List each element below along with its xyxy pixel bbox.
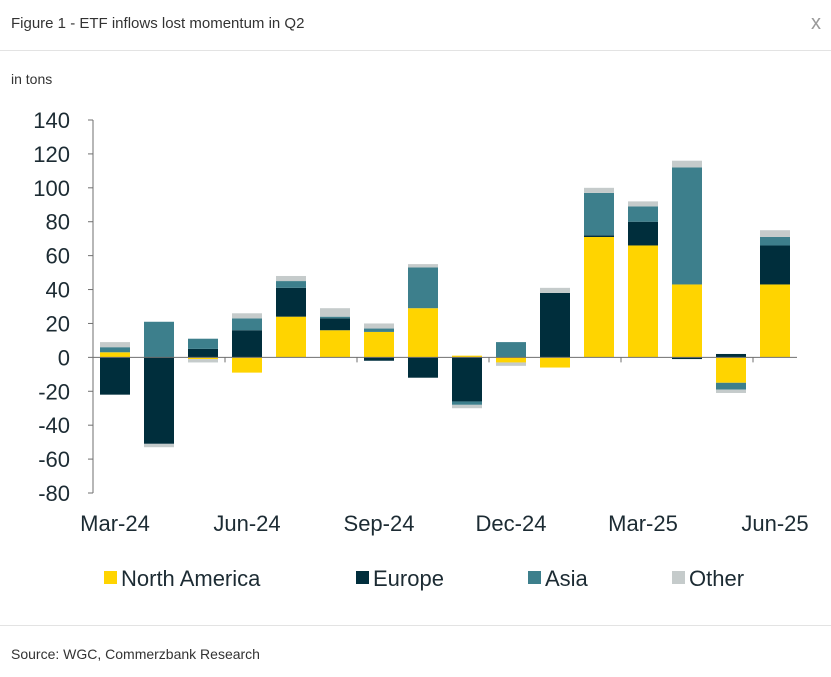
bar-segment — [364, 357, 394, 361]
bar-segment — [452, 355, 482, 358]
close-icon[interactable]: x — [811, 12, 821, 34]
bar-segment — [760, 236, 790, 246]
bar-segment — [232, 313, 262, 319]
legend-label: Asia — [545, 566, 589, 591]
bar-segment — [144, 357, 174, 444]
bar-segment — [408, 357, 438, 378]
bar-segment — [276, 275, 306, 282]
bar-segment — [760, 230, 790, 237]
y-tick-label: 120 — [33, 142, 70, 167]
legend-swatch — [672, 571, 685, 584]
bar-segment — [276, 316, 306, 358]
bar-segment — [364, 331, 394, 358]
y-tick-label: 80 — [46, 210, 70, 235]
y-tick-label: 100 — [33, 176, 70, 201]
bar-segment — [672, 284, 702, 358]
axes — [92, 120, 797, 493]
bar-segment — [188, 359, 218, 363]
bar-segment — [628, 245, 658, 358]
bar-segment — [584, 236, 614, 358]
bar-segment — [496, 357, 526, 363]
bar-segment — [760, 284, 790, 358]
bar-segment — [716, 353, 746, 358]
legend-swatch — [104, 571, 117, 584]
bar-segment — [276, 287, 306, 317]
y-tick-label: -40 — [38, 413, 70, 438]
bar-segment — [232, 330, 262, 358]
figure-title: Figure 1 - ETF inflows lost momentum in … — [11, 15, 305, 32]
x-tick-label: Dec-24 — [476, 511, 547, 536]
bar-segment — [716, 389, 746, 393]
y-axis: 140 120 100 80 60 40 20 0 -20 -40 -60 -80 — [33, 108, 93, 506]
legend-label: Other — [689, 566, 744, 591]
bar-segment — [188, 338, 218, 349]
bar-segment — [584, 187, 614, 193]
x-tick-label: Jun-25 — [741, 511, 808, 536]
source-note: Source: WGC, Commerzbank Research — [11, 646, 260, 662]
bar-segment — [716, 382, 746, 390]
bar-segment — [716, 357, 746, 383]
legend-label: North America — [121, 566, 261, 591]
bar-segment — [364, 323, 394, 329]
bar-segment — [100, 342, 130, 348]
bar-segment — [672, 160, 702, 168]
bar-segment — [628, 206, 658, 222]
unit-label: in tons — [11, 71, 53, 87]
figure-header: Figure 1 - ETF inflows lost momentum in … — [0, 0, 831, 51]
bar-segment — [584, 192, 614, 236]
legend-swatch — [528, 571, 541, 584]
x-axis: Mar-24 Jun-24 Sep-24 Dec-24 Mar-25 Jun-25 — [80, 511, 808, 536]
y-tick-label: 40 — [46, 278, 70, 303]
y-tick-label: -60 — [38, 447, 70, 472]
bar-segment — [100, 352, 130, 358]
x-tick-label: Mar-25 — [608, 511, 678, 536]
bar-segment — [584, 235, 614, 237]
bar-segment — [540, 287, 570, 293]
y-tick-label: -80 — [38, 481, 70, 506]
etf-flows-chart: 140 120 100 80 60 40 20 0 -20 -40 -60 -80 Mar-24 Jun… — [33, 108, 808, 591]
bar-segment — [628, 221, 658, 246]
bar-segment — [320, 308, 350, 317]
bar-segment — [496, 362, 526, 366]
legend: North America Europe Asia Other — [104, 566, 744, 591]
bar-segment — [408, 267, 438, 309]
bar-segment — [672, 357, 702, 360]
legend-swatch — [356, 571, 369, 584]
bar-segment — [232, 357, 262, 373]
bar-segment — [144, 321, 174, 358]
bar-segment — [320, 330, 350, 358]
bar-segment — [672, 167, 702, 285]
bar-segment — [320, 318, 350, 331]
bar-segment — [100, 347, 130, 353]
bar-segment — [540, 357, 570, 368]
bar-segment — [760, 245, 790, 285]
y-tick-label: -20 — [38, 379, 70, 404]
bar-segment — [408, 264, 438, 268]
y-tick-label: 140 — [33, 108, 70, 133]
bar-segment — [188, 357, 218, 360]
bar-segment — [540, 292, 570, 358]
y-tick-label: 20 — [46, 311, 70, 336]
bar-segment — [452, 401, 482, 405]
x-tick-label: Sep-24 — [344, 511, 415, 536]
x-tick-label: Jun-24 — [213, 511, 280, 536]
bar-segment — [276, 281, 306, 288]
bar-segment — [320, 316, 350, 319]
bar-segment — [144, 443, 174, 448]
y-tick-label: 60 — [46, 244, 70, 269]
bar-segment — [452, 404, 482, 409]
bar-segment — [364, 328, 394, 332]
bar-segment — [188, 348, 218, 358]
bar-segment — [408, 308, 438, 358]
bar-segment — [628, 201, 658, 207]
figure-footer: Source: WGC, Commerzbank Research — [0, 625, 831, 677]
bar-series — [100, 160, 790, 448]
y-tick-label: 0 — [58, 345, 70, 370]
bar-segment — [100, 357, 130, 395]
bar-segment — [232, 318, 262, 331]
bar-segment — [452, 357, 482, 402]
x-tick-label: Mar-24 — [80, 511, 150, 536]
bar-segment — [496, 342, 526, 358]
legend-label: Europe — [373, 566, 444, 591]
